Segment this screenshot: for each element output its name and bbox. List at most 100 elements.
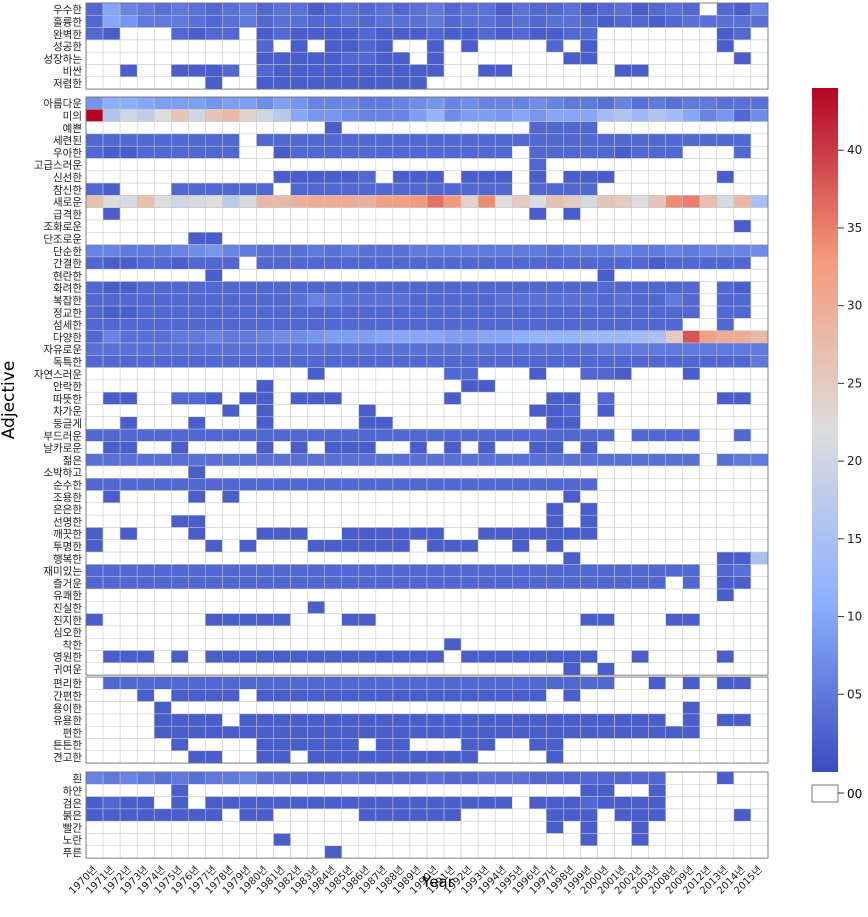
row-label: 자유로운 — [43, 344, 82, 356]
heatmap-cell — [136, 51, 155, 65]
heatmap-cell — [733, 109, 752, 122]
heatmap-cell — [256, 281, 274, 295]
heatmap-cell — [648, 293, 666, 307]
heatmap-cell — [426, 527, 445, 541]
heatmap-cell — [733, 713, 752, 727]
colorbar-tick-label: 05 — [847, 687, 862, 701]
heatmap-cell — [273, 109, 291, 122]
heatmap-cell — [119, 676, 138, 690]
heatmap-cell — [85, 441, 104, 454]
row-label: 급격한 — [53, 208, 82, 221]
heatmap-cell — [529, 133, 547, 147]
heatmap-cell — [256, 133, 274, 147]
heatmap-cell — [699, 404, 718, 418]
heatmap-cell — [563, 738, 581, 752]
heatmap-cell — [648, 465, 666, 479]
heatmap-cell — [648, 355, 666, 368]
heatmap-cell — [665, 771, 684, 785]
heatmap-cell — [273, 207, 291, 221]
heatmap-cell — [153, 564, 172, 577]
heatmap-cell — [119, 796, 138, 810]
heatmap-cell — [733, 689, 752, 702]
heatmap-cell — [426, 725, 445, 739]
heatmap-cell — [256, 564, 274, 577]
heatmap-cell — [529, 109, 547, 122]
heatmap-cell — [512, 845, 530, 859]
heatmap-cell — [563, 441, 581, 454]
heatmap-cell — [614, 514, 632, 528]
heatmap-cell — [153, 662, 172, 676]
heatmap-cell — [716, 465, 735, 479]
heatmap-cell — [631, 404, 649, 418]
heatmap-cell — [699, 701, 718, 715]
heatmap-cell — [460, 490, 479, 504]
heatmap-cell — [188, 453, 206, 467]
heatmap-cell — [392, 342, 411, 356]
heatmap-cell — [85, 833, 104, 847]
heatmap-cell — [614, 367, 632, 381]
heatmap-cell — [102, 391, 121, 405]
heatmap-cell — [614, 51, 632, 65]
heatmap-cell — [512, 502, 530, 516]
heatmap-cell — [614, 158, 632, 172]
heatmap-cell — [614, 689, 632, 702]
heatmap-cell — [409, 564, 428, 577]
heatmap-cell — [171, 771, 189, 785]
heatmap-cell — [341, 76, 360, 90]
heatmap-cell — [460, 2, 479, 16]
heatmap-cell — [239, 195, 257, 208]
heatmap-cell — [580, 39, 598, 53]
heatmap-cell — [426, 244, 445, 258]
heatmap-cell — [307, 539, 325, 553]
heatmap-cell — [460, 551, 479, 565]
heatmap-cell — [256, 750, 274, 764]
heatmap-cell — [375, 771, 394, 785]
heatmap-cell — [119, 293, 138, 307]
heatmap-cell — [512, 820, 530, 834]
heatmap-cell — [392, 391, 411, 405]
heatmap-cell — [682, 207, 701, 221]
heatmap-cell — [699, 281, 718, 295]
heatmap-cell — [171, 195, 189, 208]
row-label: 행복한 — [53, 553, 82, 565]
heatmap-cell — [136, 478, 155, 491]
heatmap-cell — [426, 96, 445, 110]
heatmap-cell — [222, 465, 240, 479]
heatmap-cell — [563, 355, 581, 368]
heatmap-cell — [85, 39, 104, 53]
heatmap-cell — [188, 15, 206, 28]
heatmap-cell — [153, 195, 172, 208]
heatmap-cell — [682, 808, 701, 822]
heatmap-cell — [494, 784, 513, 797]
heatmap-cell — [290, 465, 308, 479]
heatmap-cell — [273, 170, 291, 184]
heatmap-cell — [205, 725, 223, 739]
heatmap-cell — [631, 293, 649, 307]
heatmap-cell — [597, 379, 615, 393]
heatmap-cell — [580, 662, 598, 676]
heatmap-cell — [580, 796, 598, 810]
heatmap-cell — [239, 441, 257, 454]
heatmap-cell — [85, 367, 104, 381]
heatmap-cell — [750, 539, 769, 553]
heatmap-cell — [750, 281, 769, 295]
heatmap-cell — [494, 453, 513, 467]
heatmap-cell — [307, 121, 325, 135]
heatmap-cell — [222, 404, 240, 418]
heatmap-cell — [563, 701, 581, 715]
heatmap-cell — [239, 244, 257, 258]
heatmap-cell — [205, 133, 223, 147]
row-label: 편한 — [63, 726, 83, 739]
heatmap-cell — [85, 195, 104, 208]
heatmap-cell — [460, 342, 479, 356]
heatmap-cell — [512, 182, 530, 196]
heatmap-cell — [512, 490, 530, 504]
heatmap-cell — [239, 379, 257, 393]
heatmap-cell — [375, 355, 394, 368]
colorbar-zero-label: 00 — [847, 787, 862, 801]
heatmap-cell — [733, 539, 752, 553]
heatmap-cell — [222, 367, 240, 381]
heatmap-cell — [171, 502, 189, 516]
heatmap-cell — [580, 219, 598, 233]
row-label: 섬세한 — [53, 320, 82, 332]
